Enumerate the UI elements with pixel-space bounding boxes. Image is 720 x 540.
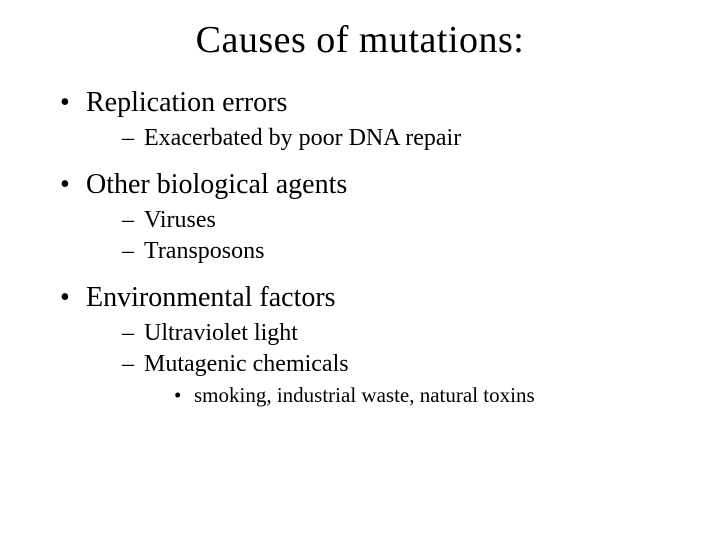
list-item: Exacerbated by poor DNA repair	[122, 123, 670, 154]
bullet-text: smoking, industrial waste, natural toxin…	[194, 383, 535, 407]
bullet-list-level1: Replication errors Exacerbated by poor D…	[50, 84, 670, 410]
bullet-list-level2: Viruses Transposons	[86, 205, 670, 267]
list-item: Replication errors Exacerbated by poor D…	[60, 84, 670, 154]
bullet-text: Viruses	[144, 207, 216, 233]
list-item: Transposons	[122, 236, 670, 267]
bullet-text: Other biological agents	[86, 169, 347, 200]
list-item: Environmental factors Ultraviolet light …	[60, 279, 670, 410]
list-item: Ultraviolet light	[122, 318, 670, 349]
bullet-list-level2: Ultraviolet light Mutagenic chemicals sm…	[86, 318, 670, 410]
bullet-text: Environmental factors	[86, 282, 336, 313]
list-item: Viruses	[122, 205, 670, 236]
bullet-text: Ultraviolet light	[144, 320, 298, 346]
list-item: Other biological agents Viruses Transpos…	[60, 166, 670, 267]
bullet-text: Exacerbated by poor DNA repair	[144, 125, 461, 151]
bullet-text: Transposons	[144, 238, 264, 264]
bullet-text: Replication errors	[86, 87, 287, 118]
list-item: smoking, industrial waste, natural toxin…	[174, 381, 670, 409]
list-item: Mutagenic chemicals smoking, industrial …	[122, 349, 670, 410]
bullet-list-level2: Exacerbated by poor DNA repair	[86, 123, 670, 154]
slide-title: Causes of mutations:	[50, 18, 670, 62]
bullet-list-level3: smoking, industrial waste, natural toxin…	[144, 381, 670, 409]
bullet-text: Mutagenic chemicals	[144, 351, 349, 377]
slide: Causes of mutations: Replication errors …	[0, 0, 720, 540]
